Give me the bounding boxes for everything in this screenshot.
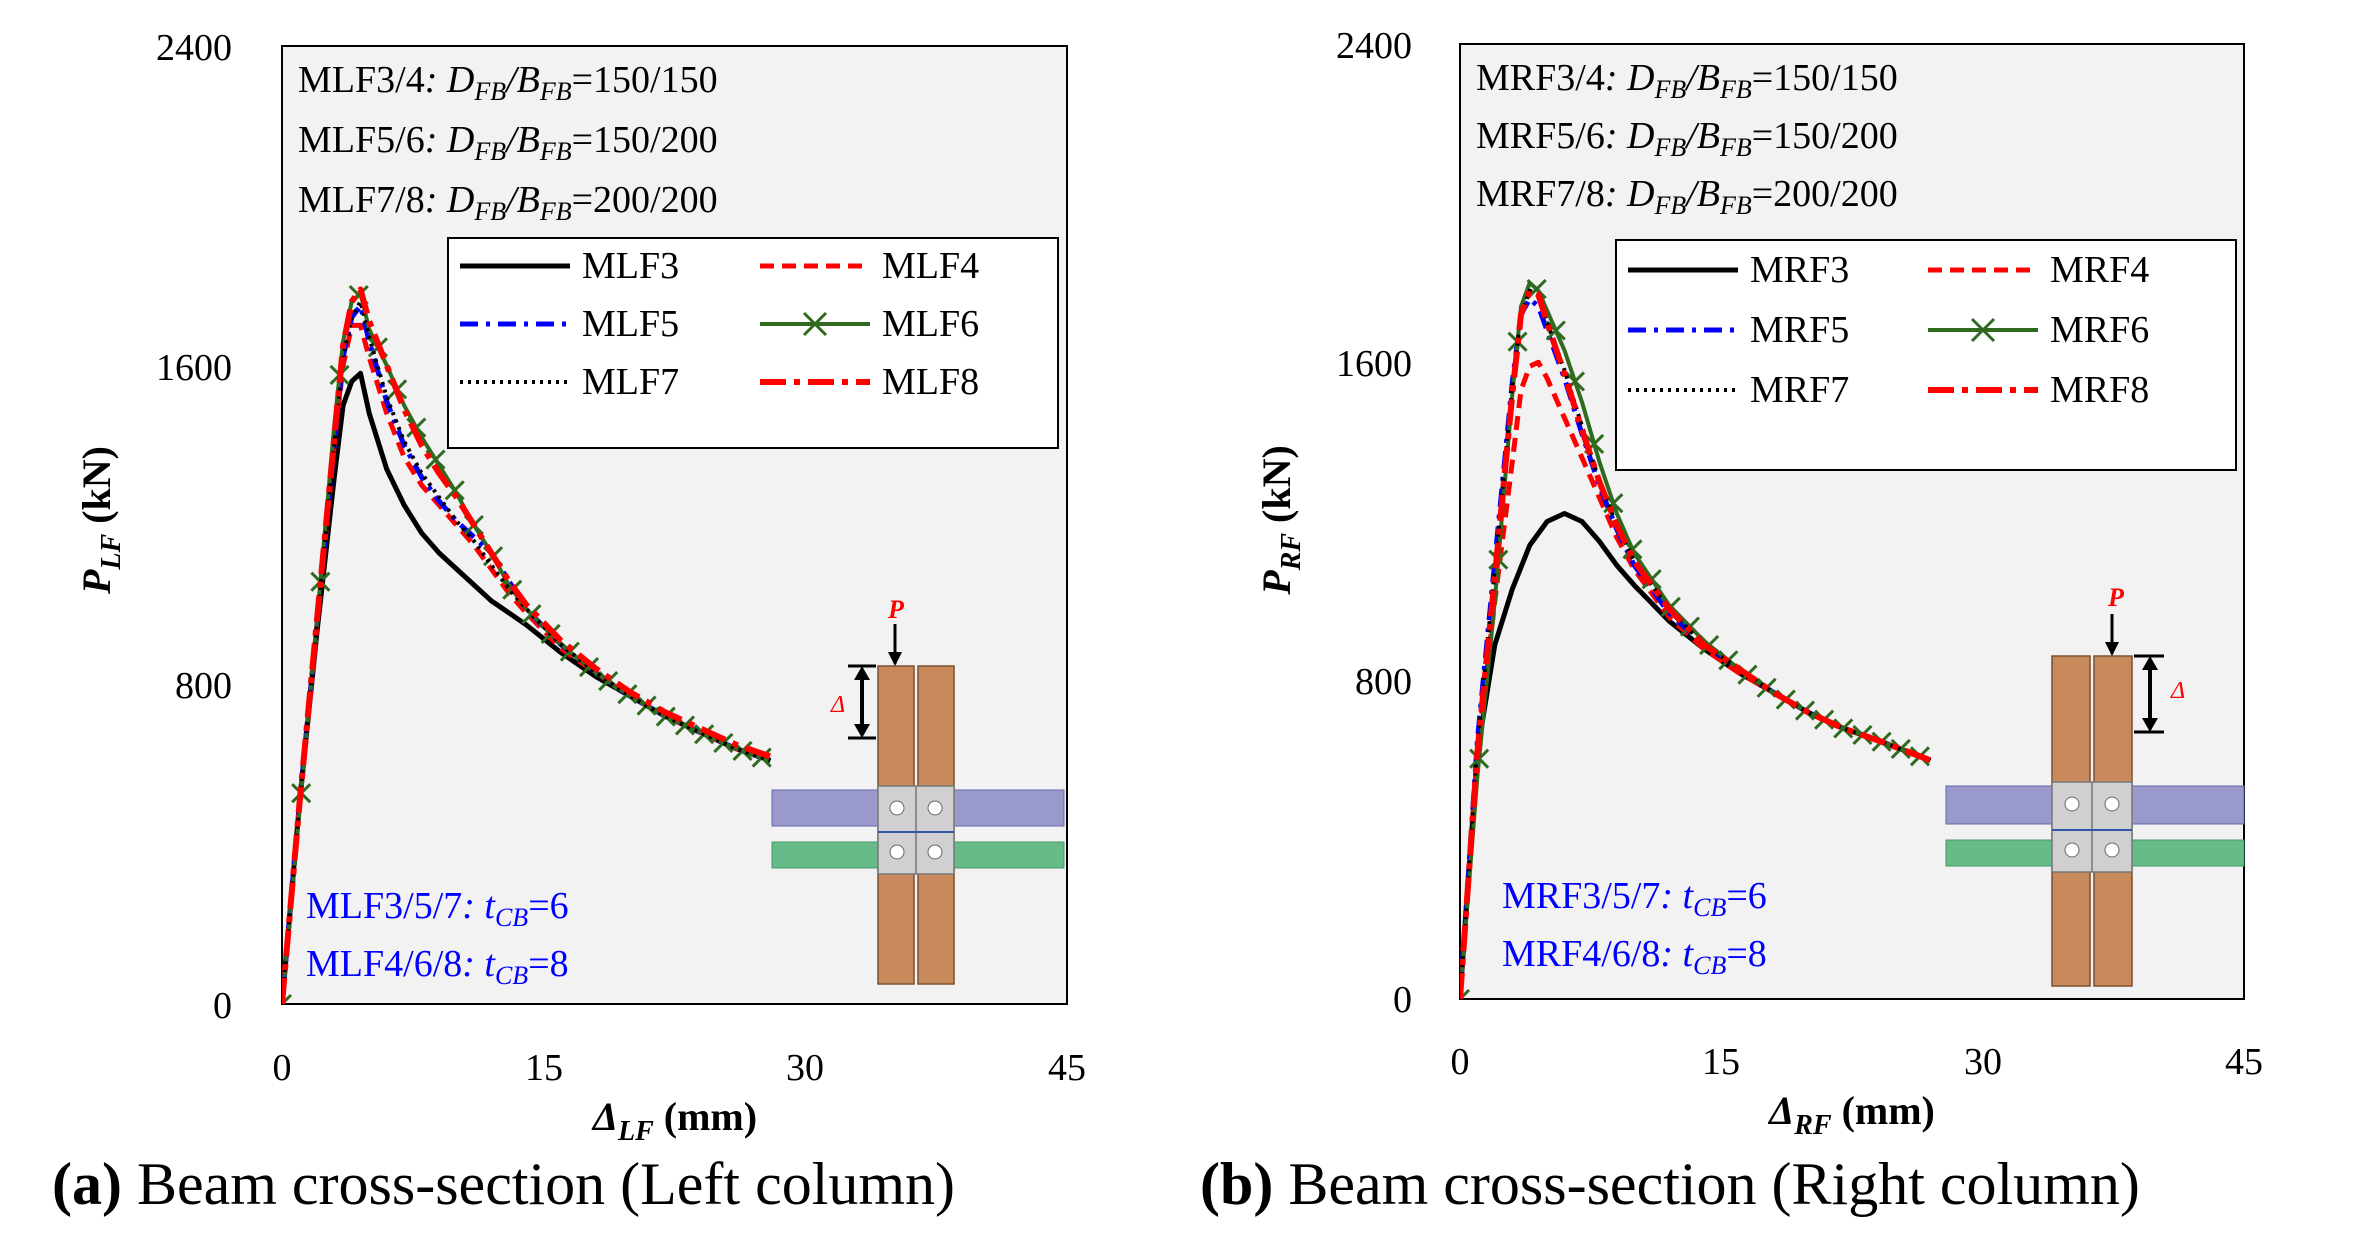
legend-label-mlf6: MLF6 xyxy=(882,303,979,345)
info-line-left-3: MLF7/8: DFB/BFB=200/200 xyxy=(298,179,718,226)
series-mrf8 xyxy=(1460,287,1932,999)
y-tick-left-0: 0 xyxy=(213,985,232,1027)
legend-item-mrf8: MRF8 xyxy=(1928,369,2149,411)
legend-box-left xyxy=(447,237,1059,449)
x-tick-right-30: 30 xyxy=(1964,1041,2002,1083)
marker-mlf6 xyxy=(282,993,293,1004)
y-axis-label-left: PLF (kN) xyxy=(74,446,127,595)
caption-label-right: (b) xyxy=(1200,1151,1274,1217)
legend-label-mrf8: MRF8 xyxy=(2050,369,2149,411)
legend-label-mlf7: MLF7 xyxy=(582,361,679,403)
x-axis-label-left: ΔLF (mm) xyxy=(591,1094,757,1147)
connection-schematic-left: P Δ xyxy=(771,595,1065,985)
legend-left: MLF3 MLF4 MLF5 MLF6 MLF7 MLF8 xyxy=(447,237,1059,449)
x-tick-left-15: 15 xyxy=(525,1047,563,1089)
series-mrf7 xyxy=(1460,288,1932,999)
series-mlf8 xyxy=(282,286,772,1004)
series-mlf6 xyxy=(282,291,772,1004)
info-line-right-1: MRF3/4: DFB/BFB=150/150 xyxy=(1476,57,1898,104)
load-label-right: P xyxy=(2107,583,2125,612)
caption-right: (b) Beam cross-section (Right column) xyxy=(1200,1150,2140,1219)
info-line-right-3: MRF7/8: DFB/BFB=200/200 xyxy=(1476,173,1898,220)
y-axis-label-right: PRF (kN) xyxy=(1254,445,1307,596)
chart-left: 2400 1600 800 0 0 15 30 45 ΔLF (mm) PLF … xyxy=(74,27,1086,1147)
legend-item-mlf5: MLF5 xyxy=(460,303,679,345)
curves-left xyxy=(282,285,772,1004)
info-line-left-2: MLF5/6: DFB/BFB=150/200 xyxy=(298,119,718,166)
legend-item-mlf7: MLF7 xyxy=(460,361,679,403)
caption-label-left: (a) xyxy=(52,1151,122,1217)
x-tick-right-0: 0 xyxy=(1451,1041,1470,1083)
chart-right: 2400 1600 800 0 0 15 30 45 ΔRF (mm) PRF … xyxy=(1254,25,2263,1141)
legend-item-mrf5: MRF5 xyxy=(1628,309,1849,351)
legend-item-mrf7: MRF7 xyxy=(1628,369,1849,411)
x-tick-right-15: 15 xyxy=(1702,1041,1740,1083)
legend-item-mlf8: MLF8 xyxy=(760,361,979,403)
legend-label-mlf5: MLF5 xyxy=(582,303,679,345)
legend-marker-mrf6 xyxy=(1970,317,1996,343)
y-tick-left-800: 800 xyxy=(175,665,232,707)
x-tick-left-45: 45 xyxy=(1048,1047,1086,1089)
y-tick-left-1600: 1600 xyxy=(156,347,232,389)
thickness-line-right-1: MRF3/5/7: tCB=6 xyxy=(1502,875,1767,922)
thickness-line-right-2: MRF4/6/8: tCB=8 xyxy=(1502,933,1767,980)
legend-label-mrf7: MRF7 xyxy=(1750,369,1849,411)
marker-mlf6 xyxy=(598,671,619,692)
legend-item-mrf6: MRF6 xyxy=(1928,309,2149,351)
legend-label-mrf6: MRF6 xyxy=(2050,309,2149,351)
legend-label-mrf4: MRF4 xyxy=(2050,249,2149,291)
caption-text-left: Beam cross-section (Left column) xyxy=(121,1151,956,1217)
legend-item-mlf4: MLF4 xyxy=(760,245,979,287)
legend-label-mlf3: MLF3 xyxy=(582,245,679,287)
disp-label-left: Δ xyxy=(830,692,845,718)
x-tick-right-45: 45 xyxy=(2225,1041,2263,1083)
legend-label-mrf5: MRF5 xyxy=(1750,309,1849,351)
x-tick-left-30: 30 xyxy=(786,1047,824,1089)
legend-marker-mlf6 xyxy=(802,311,828,337)
y-tick-right-800: 800 xyxy=(1355,661,1412,703)
legend-right: MRF3 MRF4 MRF5 MRF6 MRF7 MRF8 xyxy=(1615,239,2237,471)
legend-item-mlf3: MLF3 xyxy=(460,245,679,287)
info-line-left-1: MLF3/4: DFB/BFB=150/150 xyxy=(298,59,718,106)
legend-label-mlf4: MLF4 xyxy=(882,245,979,287)
thickness-line-left-2: MLF4/6/8: tCB=8 xyxy=(306,943,569,990)
connection-schematic-right: P Δ xyxy=(1945,583,2245,987)
y-tick-right-0: 0 xyxy=(1393,979,1412,1021)
load-label-left: P xyxy=(887,595,905,624)
y-tick-right-1600: 1600 xyxy=(1336,343,1412,385)
legend-label-mlf8: MLF8 xyxy=(882,361,979,403)
y-tick-left-2400: 2400 xyxy=(156,27,232,69)
legend-item-mlf6: MLF6 xyxy=(760,303,979,345)
x-axis-label-right: ΔRF (mm) xyxy=(1767,1088,1935,1141)
x-tick-left-0: 0 xyxy=(273,1047,292,1089)
legend-item-mrf3: MRF3 xyxy=(1628,249,1849,291)
info-line-right-2: MRF5/6: DFB/BFB=150/200 xyxy=(1476,115,1898,162)
y-tick-right-2400: 2400 xyxy=(1336,25,1412,67)
legend-item-mrf4: MRF4 xyxy=(1928,249,2149,291)
disp-label-right: Δ xyxy=(2170,678,2185,704)
marker-mlf6 xyxy=(559,641,580,662)
caption-left: (a) Beam cross-section (Left column) xyxy=(52,1150,955,1219)
curves-right xyxy=(1460,279,1932,999)
legend-label-mrf3: MRF3 xyxy=(1750,249,1849,291)
caption-text-right: Beam cross-section (Right column) xyxy=(1273,1151,2140,1217)
marker-mrf6 xyxy=(1460,988,1471,999)
thickness-line-left-1: MLF3/5/7: tCB=6 xyxy=(306,885,569,932)
legend-box-right xyxy=(1615,239,2237,471)
